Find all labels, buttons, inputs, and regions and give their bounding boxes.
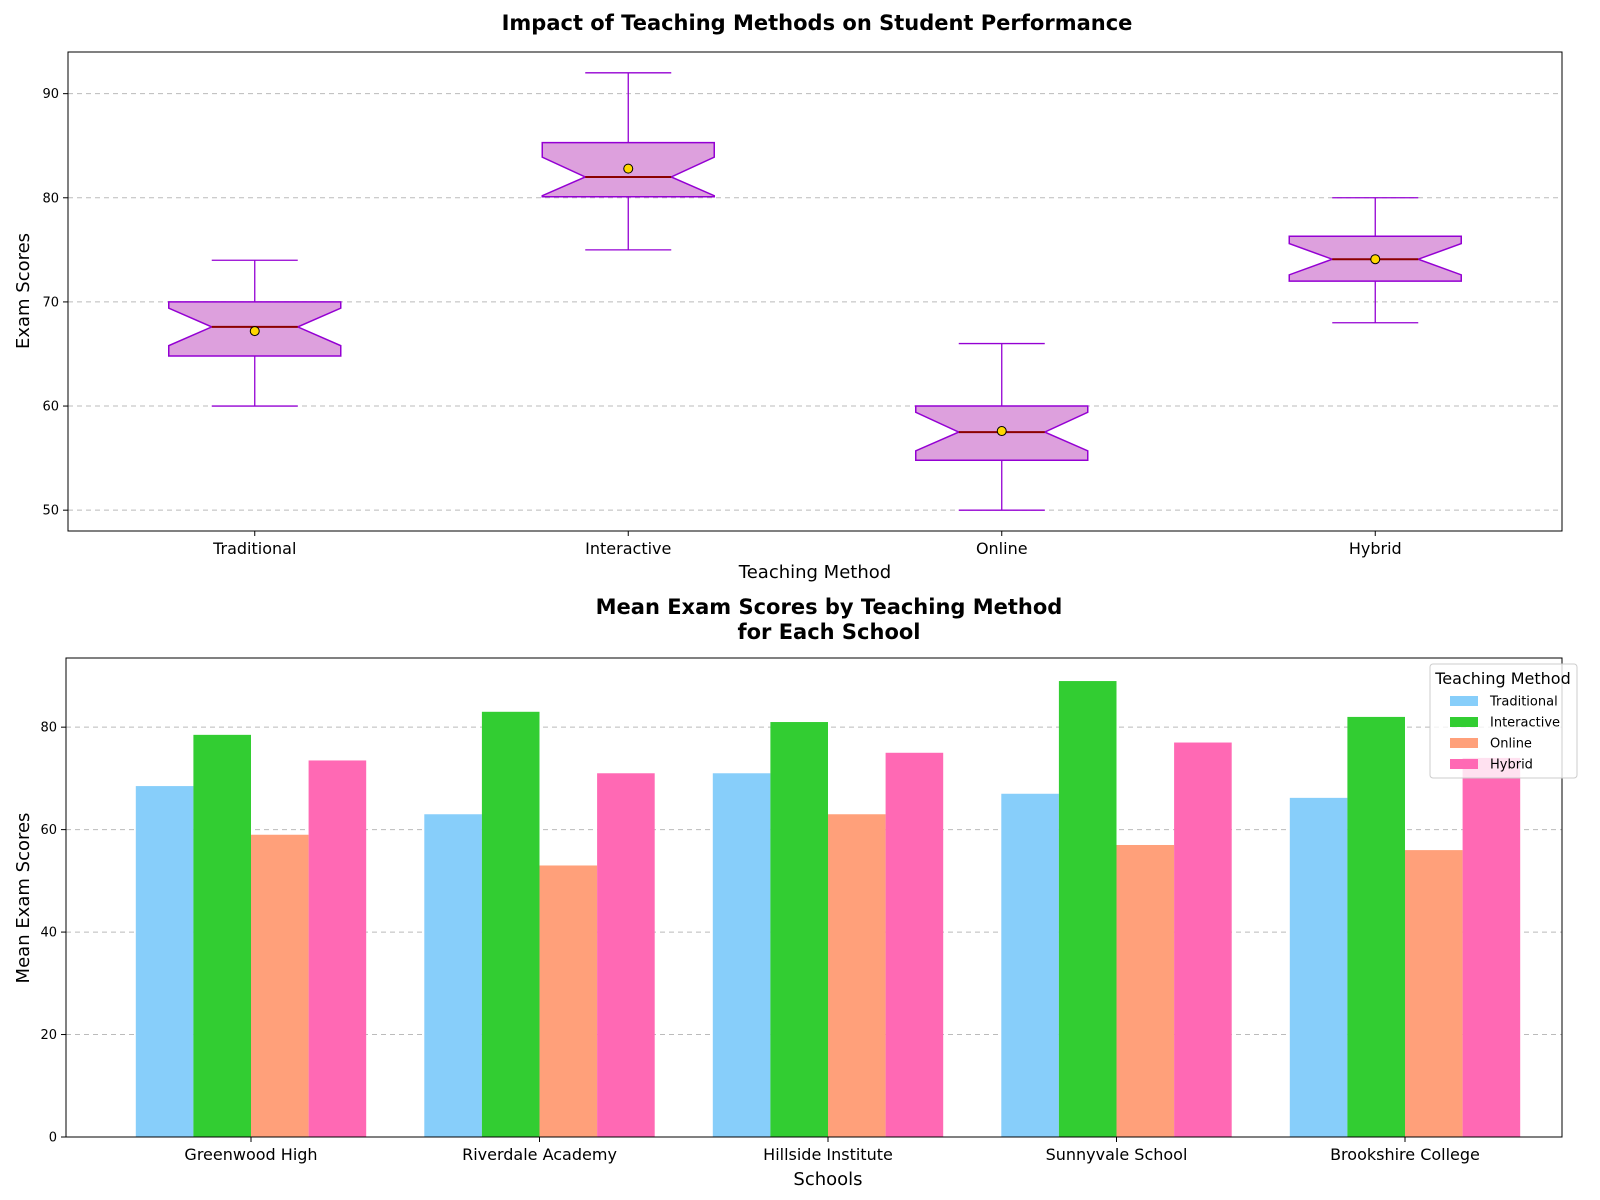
- bar-hybrid-brookshire-college: [1462, 757, 1521, 1137]
- bar-interactive-greenwood-high: [193, 734, 251, 1137]
- barchart-x-tick-label-riverdale-academy: Riverdale Academy: [462, 1145, 617, 1164]
- mean-marker: [1370, 254, 1381, 265]
- barchart-bars: [135, 681, 1521, 1137]
- mean-marker: [623, 163, 634, 174]
- barchart-y-tick-label: 60: [40, 823, 57, 838]
- boxplot-x-tick-label-interactive: Interactive: [585, 539, 671, 558]
- legend-label-traditional: Traditional: [1489, 695, 1558, 710]
- barchart-title-line-1: Mean Exam Scores by Teaching Method: [596, 595, 1063, 619]
- bar-traditional-greenwood-high: [135, 786, 194, 1137]
- bar-traditional-sunnyvale-school: [1001, 793, 1059, 1137]
- box-hybrid: [1288, 197, 1462, 324]
- barchart-y-tick-label: 20: [40, 1028, 57, 1043]
- bar-series-hybrid: [308, 742, 1521, 1137]
- boxplot-y-ticks: 50 60 70 80 90: [42, 87, 68, 519]
- barchart-x-ticks: Greenwood High Riverdale Academy Hillside …: [184, 1137, 1480, 1164]
- barchart-y-tick-label: 0: [49, 1131, 57, 1146]
- boxplot-gridlines: [68, 93, 1562, 511]
- boxplot-y-tick-label: 60: [42, 400, 59, 415]
- boxplot-title: Impact of Teaching Methods on Student Pe…: [502, 11, 1133, 35]
- boxplot-x-tick-label-online: Online: [976, 539, 1028, 558]
- boxplot-x-tick-label-traditional: Traditional: [212, 539, 296, 558]
- boxplot-y-tick-label: 50: [42, 504, 59, 519]
- boxplot-y-tick-label: 90: [42, 87, 59, 102]
- box-traditional: [168, 259, 342, 407]
- bar-interactive-hillside-institute: [770, 722, 828, 1137]
- bar-series-interactive: [193, 681, 1405, 1137]
- boxplot-boxes: [168, 72, 1462, 511]
- legend-swatch-online: [1450, 738, 1478, 748]
- barchart-y-tick-label: 40: [40, 926, 57, 941]
- bar-hybrid-sunnyvale-school: [1174, 742, 1232, 1137]
- barchart-x-tick-label-sunnyvale-school: Sunnyvale School: [1046, 1145, 1188, 1164]
- barchart-legend: Teaching Method Traditional Interactive On…: [1429, 663, 1578, 779]
- legend-swatch-hybrid: [1450, 759, 1478, 769]
- bar-online-riverdale-academy: [539, 865, 598, 1137]
- boxplot-panel: Impact of Teaching Methods on Student Pe…: [13, 11, 1563, 583]
- bar-interactive-sunnyvale-school: [1058, 681, 1117, 1137]
- bar-traditional-brookshire-college: [1289, 797, 1348, 1137]
- boxplot-y-tick-label: 70: [42, 295, 59, 310]
- barchart-y-ticks: 0 20 40 60 80: [40, 721, 66, 1146]
- boxplot-x-axis-label: Teaching Method: [738, 562, 891, 583]
- bar-interactive-riverdale-academy: [481, 711, 540, 1137]
- bar-online-hillside-institute: [828, 814, 886, 1137]
- bar-hybrid-hillside-institute: [885, 752, 944, 1137]
- legend-title: Teaching Method: [1434, 669, 1570, 688]
- barchart-panel: Mean Exam Scores by Teaching Method for …: [13, 595, 1578, 1190]
- mean-marker: [996, 426, 1007, 437]
- bar-hybrid-riverdale-academy: [597, 773, 655, 1137]
- bar-traditional-hillside-institute: [712, 773, 771, 1137]
- mean-marker: [249, 326, 260, 337]
- legend-frame: [1429, 663, 1578, 779]
- boxplot-x-ticks: Traditional Interactive Online Hybrid: [212, 531, 1402, 558]
- legend-label-hybrid: Hybrid: [1490, 758, 1533, 773]
- bar-interactive-brookshire-college: [1347, 716, 1405, 1137]
- bar-online-brookshire-college: [1405, 850, 1463, 1137]
- boxplot-y-tick-label: 80: [42, 191, 59, 206]
- legend-label-interactive: Interactive: [1490, 716, 1560, 731]
- barchart-x-tick-label-hillside-institute: Hillside Institute: [763, 1145, 893, 1164]
- bar-series-online: [251, 814, 1463, 1137]
- barchart-x-tick-label-brookshire-college: Brookshire College: [1330, 1145, 1480, 1164]
- bar-series-traditional: [135, 773, 1348, 1137]
- barchart-title-line-2: for Each School: [737, 620, 920, 644]
- barchart-y-axis-label: Mean Exam Scores: [13, 813, 34, 984]
- legend-label-online: Online: [1490, 737, 1532, 752]
- boxplot-axes-frame: [67, 51, 1563, 532]
- bar-hybrid-greenwood-high: [308, 760, 367, 1137]
- legend-swatch-interactive: [1450, 717, 1478, 727]
- barchart-y-tick-label: 80: [40, 721, 57, 736]
- box-online: [915, 342, 1089, 511]
- barchart-axes-frame: [65, 657, 1563, 1138]
- bar-online-sunnyvale-school: [1116, 844, 1175, 1137]
- box-interactive: [541, 72, 715, 251]
- legend-swatch-traditional: [1450, 696, 1478, 706]
- bar-online-greenwood-high: [251, 834, 309, 1137]
- barchart-x-tick-label-greenwood-high: Greenwood High: [184, 1145, 317, 1164]
- barchart-x-axis-label: Schools: [793, 1169, 862, 1190]
- boxplot-y-axis-label: Exam Scores: [13, 233, 34, 349]
- boxplot-x-tick-label-hybrid: Hybrid: [1349, 539, 1402, 558]
- bar-traditional-riverdale-academy: [424, 814, 482, 1137]
